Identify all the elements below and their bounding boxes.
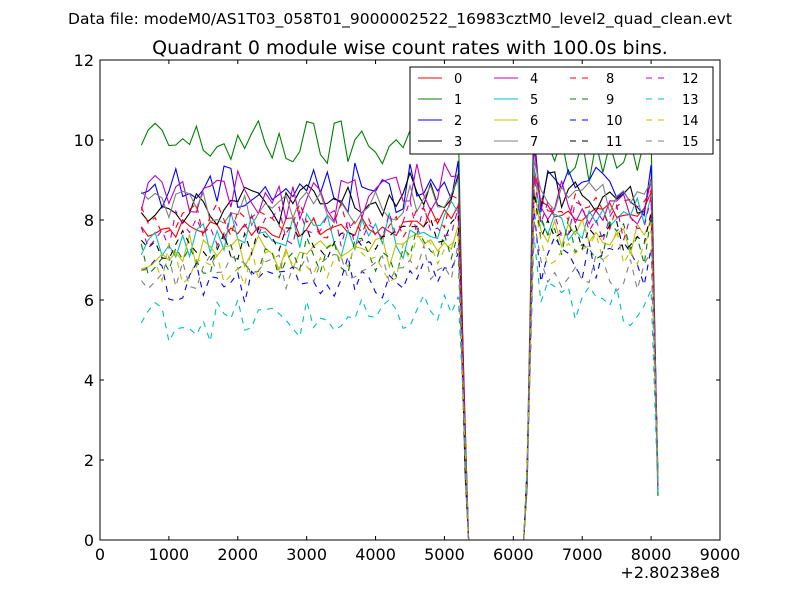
x-axis: 0 1000 2000 3000 4000 5000 6000 7000 8000 9000 xyxy=(95,60,740,564)
x-tick-label: 9000 xyxy=(700,545,741,564)
x-tick-label: 8000 xyxy=(631,545,672,564)
legend-label-14: 14 xyxy=(682,114,699,129)
y-tick-label: 0 xyxy=(84,531,94,550)
legend-label-3: 3 xyxy=(454,135,462,150)
y-tick-label: 6 xyxy=(84,291,94,310)
legend-label-4: 4 xyxy=(530,72,538,87)
series-line-7 xyxy=(140,159,659,540)
x-tick-label: 5000 xyxy=(424,545,465,564)
legend-label-10: 10 xyxy=(606,114,623,129)
legend-label-1: 1 xyxy=(454,93,462,108)
legend-frame xyxy=(409,66,714,155)
legend-label-0: 0 xyxy=(454,72,462,87)
series-line-0 xyxy=(140,167,659,540)
legend-label-11: 11 xyxy=(606,135,623,150)
legend-label-9: 9 xyxy=(606,93,614,108)
y-tick-label: 4 xyxy=(84,371,94,390)
x-tick-label: 4000 xyxy=(355,545,396,564)
series-line-10 xyxy=(141,207,659,540)
x-tick-label: 2000 xyxy=(217,545,258,564)
chart-title: Quadrant 0 module wise count rates with … xyxy=(152,37,668,59)
figure-suptitle: Data file: modeM0/AS1T03_058T01_90000025… xyxy=(68,10,732,29)
series-line-11 xyxy=(140,191,659,540)
legend-label-13: 13 xyxy=(682,93,699,108)
legend-label-6: 6 xyxy=(530,114,538,129)
series-line-15 xyxy=(140,219,659,540)
series-line-4 xyxy=(140,143,659,540)
y-tick-label: 10 xyxy=(74,131,94,150)
series-line-13 xyxy=(140,235,659,540)
series-line-6 xyxy=(141,187,659,540)
series-line-3 xyxy=(140,143,659,540)
series-layer xyxy=(140,99,659,540)
x-tick-label: 7000 xyxy=(562,545,603,564)
y-tick-label: 8 xyxy=(84,211,94,230)
y-tick-label: 12 xyxy=(74,51,94,70)
series-line-12 xyxy=(140,175,659,540)
x-tick-label: 3000 xyxy=(286,545,327,564)
x-offset-label: +2.80238e8 xyxy=(620,563,720,582)
y-tick-label: 2 xyxy=(84,451,94,470)
series-line-14 xyxy=(141,199,659,540)
series-line-9 xyxy=(140,191,659,540)
legend-label-12: 12 xyxy=(682,72,699,87)
x-tick-label: 1000 xyxy=(149,545,190,564)
legend-label-2: 2 xyxy=(454,114,462,129)
x-tick-label: 6000 xyxy=(493,545,534,564)
legend-label-8: 8 xyxy=(606,72,614,87)
legend-label-7: 7 xyxy=(530,135,538,150)
series-line-8 xyxy=(140,175,659,540)
legend-label-5: 5 xyxy=(530,93,538,108)
x-tick-label: 0 xyxy=(95,545,105,564)
legend-label-15: 15 xyxy=(682,135,699,150)
